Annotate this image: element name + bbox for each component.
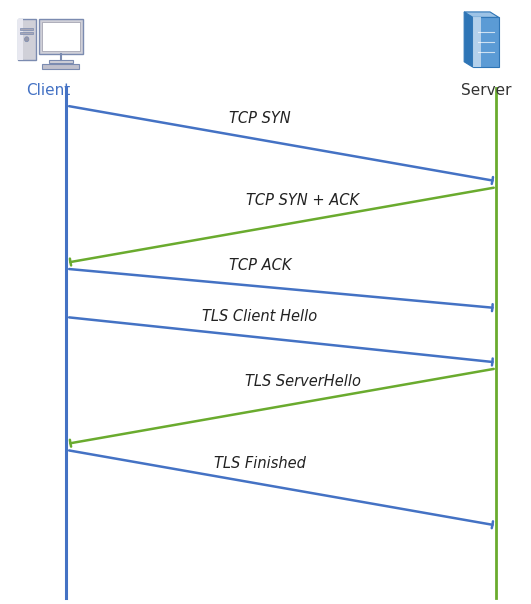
Polygon shape: [464, 12, 473, 67]
FancyBboxPatch shape: [20, 32, 33, 34]
FancyBboxPatch shape: [39, 19, 83, 54]
Text: Server: Server: [460, 83, 511, 98]
Text: TLS Client Hello: TLS Client Hello: [202, 309, 318, 324]
FancyBboxPatch shape: [18, 19, 36, 60]
Text: TLS Finished: TLS Finished: [214, 455, 306, 471]
Text: TLS ServerHello: TLS ServerHello: [245, 374, 361, 389]
Polygon shape: [473, 18, 499, 67]
Text: TCP ACK: TCP ACK: [229, 258, 291, 273]
Circle shape: [24, 37, 29, 42]
Text: Client: Client: [25, 83, 70, 98]
Polygon shape: [464, 12, 499, 18]
FancyBboxPatch shape: [48, 60, 73, 63]
FancyBboxPatch shape: [18, 19, 23, 60]
Text: TCP SYN: TCP SYN: [229, 111, 291, 126]
Polygon shape: [473, 18, 481, 67]
FancyBboxPatch shape: [41, 22, 80, 51]
Text: TCP SYN + ACK: TCP SYN + ACK: [246, 193, 359, 208]
FancyBboxPatch shape: [20, 28, 33, 30]
FancyBboxPatch shape: [42, 64, 79, 69]
